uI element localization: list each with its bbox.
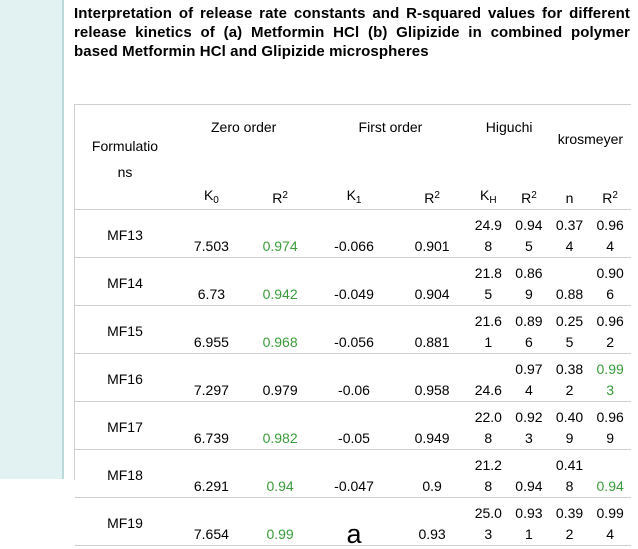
- higuchi-r2-value: 0.94: [508, 449, 550, 498]
- table-row: MF13 7.503 0.974 -0.066 0.901 24.9 8 0.94…: [75, 209, 631, 258]
- higuchi-r2-value: 0.86 9: [508, 257, 550, 306]
- k0-value: 7.654: [174, 497, 248, 546]
- k1-header: K1: [312, 179, 396, 210]
- higuchi-r2-value: 0.89 6: [508, 305, 550, 354]
- krosmeyer-r2-value: 0.90 6: [589, 257, 631, 306]
- first-r2-value: 0.881: [395, 305, 469, 354]
- first-r2-value: 0.93: [395, 497, 469, 546]
- higuchi-r2-header: R2: [508, 179, 550, 210]
- first-r2-header: R2: [395, 179, 469, 210]
- zero-order-header: Zero order: [210, 119, 277, 135]
- formulation-name: MF19: [75, 497, 175, 546]
- table-row: MF19 7.654 0.99 a 0.93 25.0 3 0.93 1 0.39 2…: [75, 497, 631, 548]
- slide-title: Interpretation of release rate constants…: [74, 5, 630, 60]
- k0-value: 7.297: [174, 353, 248, 402]
- table-row: MF18 6.291 0.94 -0.047 0.9 21.2 8 0.94 0.…: [75, 449, 631, 498]
- k1-value: -0.06: [312, 353, 396, 402]
- krosmeyer-r2-header: R2: [589, 179, 631, 210]
- k0-value: 6.291: [174, 449, 248, 498]
- n-value: 0.25 5: [549, 305, 590, 354]
- k0-value: 6.955: [174, 305, 248, 354]
- n-value: 0.88: [549, 257, 590, 306]
- higuchi-r2-value: 0.93 1: [508, 497, 550, 546]
- zero-r2-header: R2: [247, 179, 313, 210]
- table-row: MF17 6.739 0.982 -0.05 0.949 22.0 8 0.92 3…: [75, 401, 631, 450]
- n-value: 0.39 2: [549, 497, 590, 546]
- k1-value: -0.05: [312, 401, 396, 450]
- decorative-stripe-border: [62, 0, 64, 479]
- kh-value: 21.2 8: [468, 449, 509, 498]
- zero-r2-value: 0.968: [247, 305, 313, 354]
- zero-r2-value: 0.99: [247, 497, 313, 546]
- n-header: n: [549, 179, 590, 210]
- higuchi-r2-value: 0.94 5: [508, 209, 550, 258]
- kh-value: 22.0 8: [468, 401, 509, 450]
- table-group-header-row: Formulatio ns Zero order First order Hig…: [75, 105, 631, 210]
- formulation-name: MF13: [75, 209, 175, 258]
- zero-r2-value: 0.979: [247, 353, 313, 402]
- formulation-name: MF18: [75, 449, 175, 498]
- higuchi-header: Higuchi: [485, 119, 533, 135]
- kh-value: 21.6 1: [468, 305, 509, 354]
- kinetics-table: Formulatio ns Zero order First order Hig…: [75, 105, 631, 548]
- krosmeyer-r2-value: 0.99 3: [589, 353, 631, 402]
- decorative-side-stripe: [0, 0, 62, 479]
- k1-value: -0.047: [312, 449, 396, 498]
- kh-value: 24.6: [468, 353, 509, 402]
- table-row: MF14 6.73 0.942 -0.049 0.904 21.8 5 0.86 9…: [75, 257, 631, 306]
- kh-value: 25.0 3: [468, 497, 509, 546]
- k0-value: 7.503: [174, 209, 248, 258]
- n-value: 0.38 2: [549, 353, 590, 402]
- kh-header: KH: [468, 179, 509, 210]
- k0-value: 6.73: [174, 257, 248, 306]
- k0-header: K0: [174, 179, 248, 210]
- first-r2-value: 0.958: [395, 353, 469, 402]
- k1-value: -0.066: [312, 209, 396, 258]
- zero-r2-value: 0.982: [247, 401, 313, 450]
- zero-r2-value: 0.942: [247, 257, 313, 306]
- n-value: 0.41 8: [549, 449, 590, 498]
- krosmeyer-r2-value: 0.99 4: [589, 497, 631, 546]
- higuchi-r2-value: 0.92 3: [508, 401, 550, 450]
- first-order-header: First order: [358, 119, 423, 135]
- table-subheader-row: K0 R2 K1 R2 KH R2 n R2: [75, 179, 631, 210]
- kinetics-table-container: Formulatio ns Zero order First order Hig…: [74, 104, 631, 548]
- krosmeyer-r2-value: 0.96 9: [589, 401, 631, 450]
- kh-value: 21.8 5: [468, 257, 509, 306]
- higuchi-r2-value: 0.97 4: [508, 353, 550, 402]
- krosmeyer-header: krosmeyer: [557, 131, 624, 147]
- n-value: 0.37 4: [549, 209, 590, 258]
- formulation-name: MF17: [75, 401, 175, 450]
- first-r2-value: 0.901: [395, 209, 469, 258]
- table-row: MF16 7.297 0.979 -0.06 0.958 24.6 0.97 4 …: [75, 353, 631, 402]
- k1-value: a: [312, 497, 396, 548]
- table-row: MF15 6.955 0.968 -0.056 0.881 21.6 1 0.89…: [75, 305, 631, 354]
- zero-r2-value: 0.974: [247, 209, 313, 258]
- n-value: 0.40 9: [549, 401, 590, 450]
- first-r2-value: 0.949: [395, 401, 469, 450]
- krosmeyer-r2-value: 0.94: [589, 449, 631, 498]
- first-r2-value: 0.904: [395, 257, 469, 306]
- zero-r2-value: 0.94: [247, 449, 313, 498]
- first-r2-value: 0.9: [395, 449, 469, 498]
- formulation-name: MF16: [75, 353, 175, 402]
- k1-value: -0.049: [312, 257, 396, 306]
- kh-value: 24.9 8: [468, 209, 509, 258]
- krosmeyer-r2-value: 0.96 2: [589, 305, 631, 354]
- krosmeyer-r2-value: 0.96 4: [589, 209, 631, 258]
- formulation-name: MF14: [75, 257, 175, 306]
- formulation-header: Formulatio ns: [75, 105, 175, 210]
- k0-value: 6.739: [174, 401, 248, 450]
- k1-value: -0.056: [312, 305, 396, 354]
- formulation-name: MF15: [75, 305, 175, 354]
